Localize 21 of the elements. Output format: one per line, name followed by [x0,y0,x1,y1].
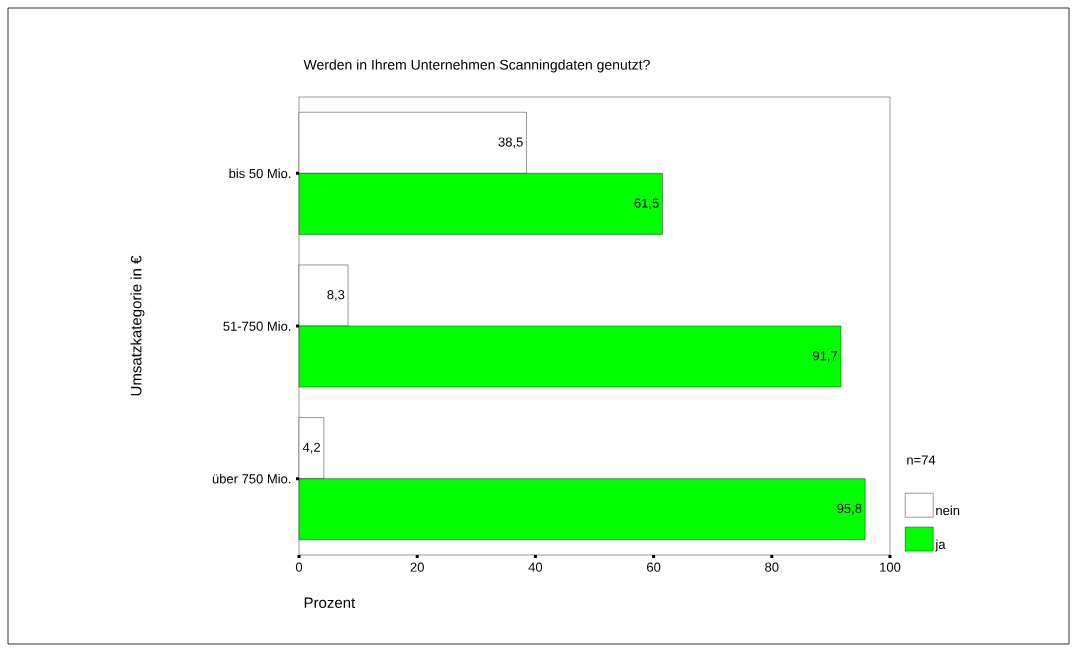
y-tick-label: 51-750 Mio. [223,321,291,331]
data-label: 95,8 [837,503,862,515]
legend-label: nein [936,505,960,516]
x-tick-label: 0 [295,562,303,572]
chart-title: Werden in Ihrem Unternehmen Scanningdaten genutzt? [303,59,650,73]
legend-title: n=74 [907,455,936,465]
x-tick-label: 80 [765,562,779,572]
y-tick-label: über 750 Mio. [212,473,291,484]
x-tick-label: 20 [410,562,424,572]
data-label: 4,2 [302,442,320,454]
data-label: 91,7 [813,351,838,362]
x-tick-label: 60 [647,562,661,572]
x-tick-label: 40 [528,562,543,572]
data-label: 61,5 [634,198,659,210]
y-axis-title: Umsatzkategorie in € [130,255,145,396]
x-tick-label: 100 [880,562,901,572]
y-tick-label: bis 50 Mio. [229,168,291,179]
data-label: 38,5 [498,137,523,149]
legend-label: ja [935,539,946,552]
data-label: 8,3 [327,290,345,301]
x-axis-title: Prozent [304,597,356,608]
